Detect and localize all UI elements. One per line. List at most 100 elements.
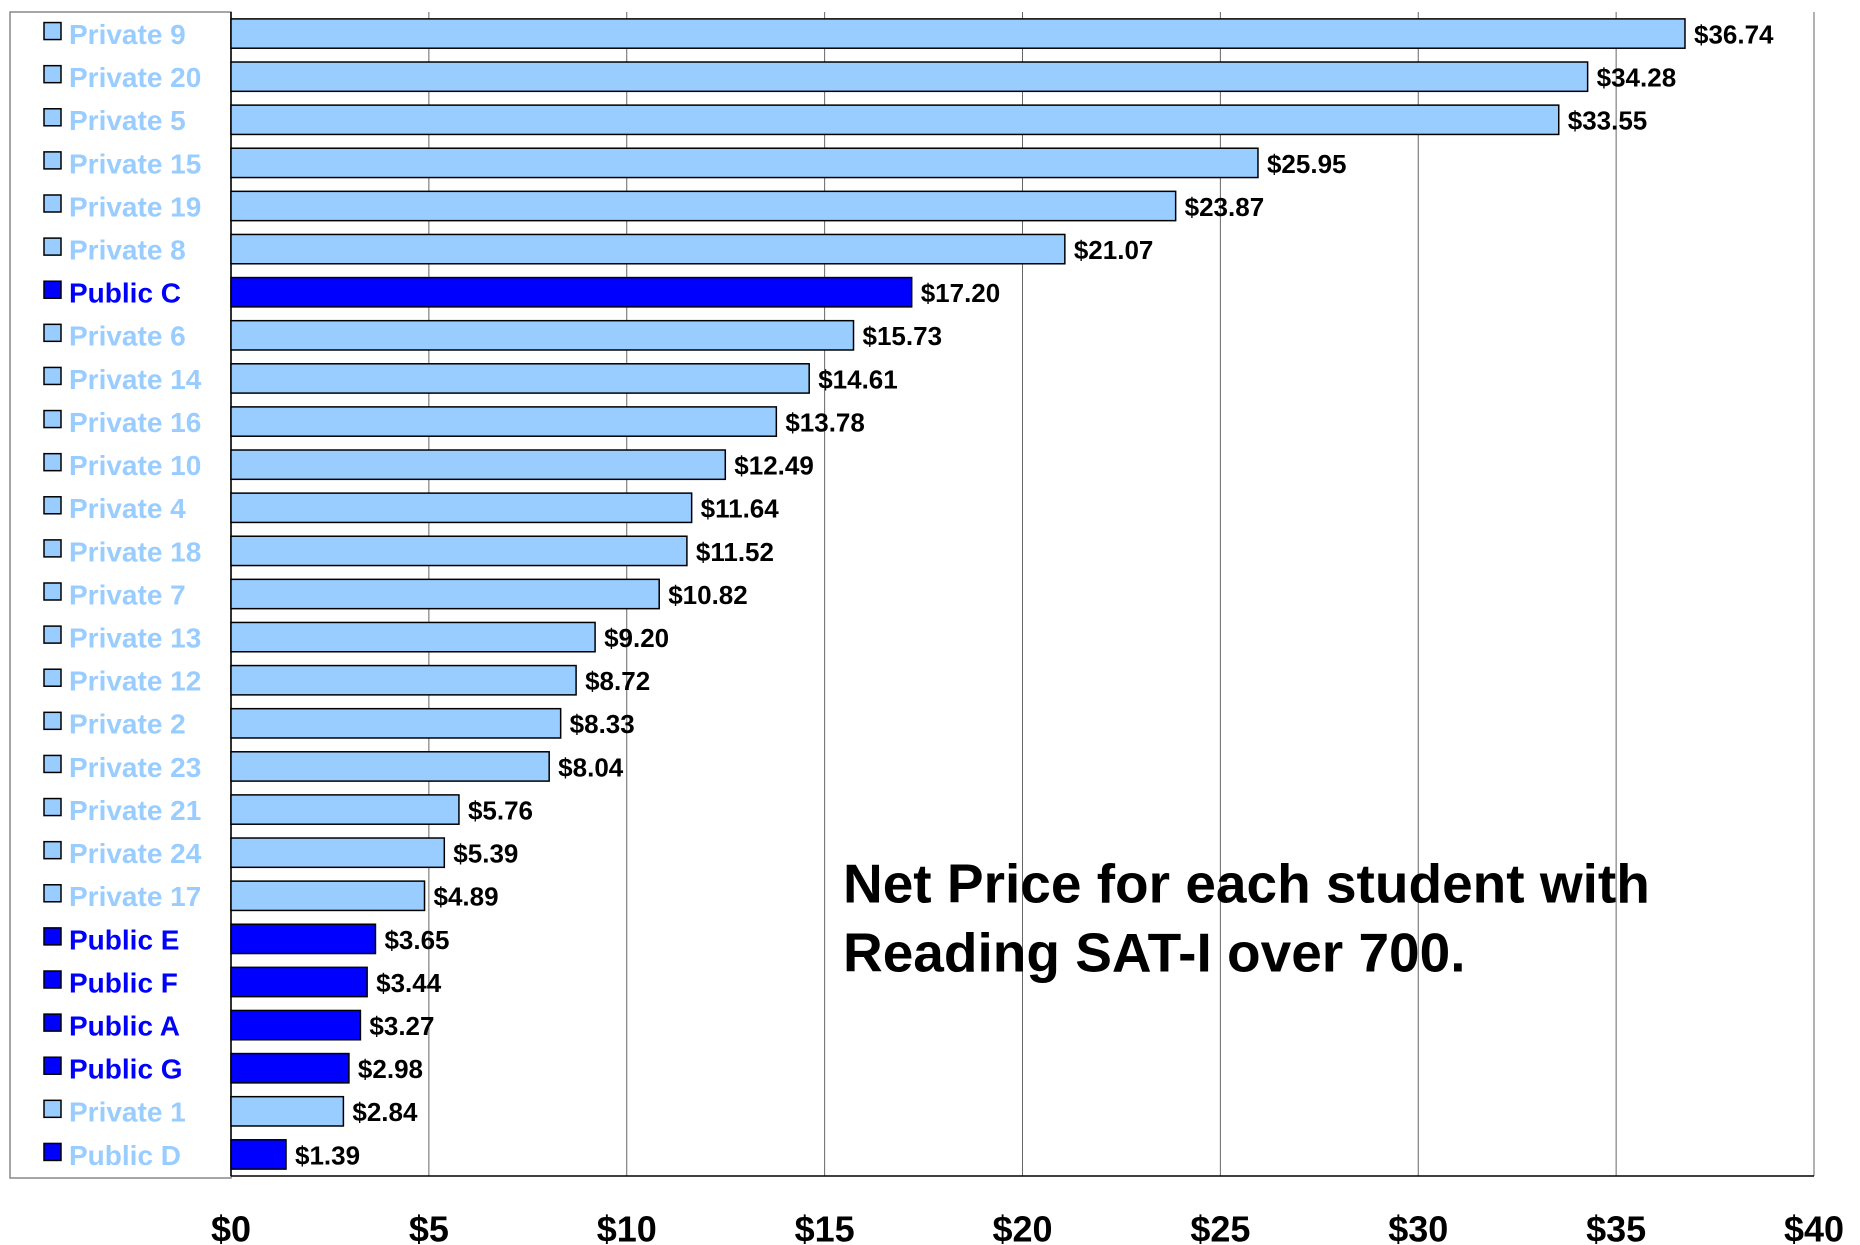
- category-label: Private 1: [69, 1097, 186, 1128]
- x-tick-label: $40: [1784, 1209, 1844, 1245]
- x-tick-label: $35: [1586, 1209, 1646, 1245]
- value-label: $34.28: [1597, 63, 1677, 93]
- category-label: Public C: [69, 278, 181, 309]
- legend-swatch: [43, 237, 62, 256]
- category-label: Private 15: [69, 148, 201, 179]
- bar: [230, 707, 562, 739]
- legend-swatch: [43, 1142, 62, 1162]
- bar: [230, 621, 596, 653]
- bar: [230, 1052, 350, 1084]
- category-label: Private 6: [69, 321, 186, 352]
- legend-swatch: [43, 323, 62, 343]
- legend-swatch: [43, 280, 62, 299]
- legend-swatch: [43, 366, 62, 386]
- value-label: $1.39: [295, 1140, 360, 1170]
- legend-swatch: [43, 625, 62, 644]
- bar: [230, 190, 1177, 222]
- legend-swatch: [43, 1013, 62, 1032]
- legend-swatch: [43, 194, 62, 213]
- legend-swatch: [43, 711, 62, 731]
- bar: [230, 794, 460, 825]
- value-label: $5.76: [468, 795, 533, 825]
- value-label: $8.72: [585, 666, 650, 696]
- value-label: $8.04: [558, 752, 624, 782]
- legend-swatch: [43, 21, 62, 41]
- bar: [230, 363, 810, 394]
- bar: [230, 449, 727, 481]
- x-tick-label: $25: [1190, 1209, 1250, 1245]
- value-label: $12.49: [734, 451, 814, 481]
- legend-swatch: [43, 754, 62, 774]
- bar: [230, 664, 577, 696]
- category-label: Private 4: [69, 493, 186, 524]
- value-label: $11.52: [696, 537, 774, 567]
- category-label: Private 10: [69, 450, 201, 481]
- category-label: Private 24: [69, 838, 202, 869]
- legend-swatch: [43, 452, 62, 472]
- category-label: Private 18: [69, 536, 201, 567]
- category-label: Private 14: [69, 364, 202, 395]
- value-label: $4.89: [434, 882, 499, 912]
- bar: [230, 578, 660, 610]
- bar: [230, 147, 1259, 179]
- bar: [230, 1009, 362, 1041]
- value-label: $5.39: [453, 839, 518, 869]
- bar: [230, 406, 778, 437]
- value-label: $15.73: [863, 321, 943, 351]
- category-label: Private 7: [69, 579, 186, 610]
- value-label: $3.44: [376, 968, 442, 998]
- value-label: $25.95: [1267, 149, 1347, 179]
- value-label: $17.20: [921, 278, 1001, 308]
- x-tick-label: $0: [211, 1209, 251, 1245]
- value-label: $8.33: [570, 709, 635, 739]
- legend-swatch: [43, 797, 62, 817]
- bar: [230, 966, 368, 998]
- legend-swatch: [43, 668, 62, 687]
- value-label: $13.78: [785, 407, 865, 437]
- bar: [230, 880, 426, 912]
- category-label: Private 2: [69, 709, 186, 740]
- value-label: $11.64: [701, 494, 780, 524]
- legend-swatch: [43, 108, 62, 127]
- bar: [230, 535, 688, 567]
- category-label: Private 20: [69, 62, 201, 93]
- bar: [230, 837, 446, 869]
- value-label: $33.55: [1568, 106, 1648, 136]
- value-label: $36.74: [1694, 19, 1774, 49]
- category-label: Private 8: [69, 235, 186, 266]
- legend-swatch: [43, 1099, 62, 1119]
- x-tick-label: $15: [795, 1209, 855, 1245]
- x-tick-label: $20: [992, 1209, 1052, 1245]
- bar: [230, 923, 377, 955]
- legend-swatch: [43, 64, 62, 84]
- legend-swatch: [43, 927, 62, 946]
- bar: [230, 18, 1686, 49]
- value-label: $3.65: [384, 925, 449, 955]
- x-tick-label: $5: [409, 1209, 449, 1245]
- category-label: Private 13: [69, 623, 201, 654]
- x-tick-label: $30: [1388, 1209, 1448, 1245]
- category-label: Public E: [69, 924, 179, 955]
- category-label: Private 12: [69, 666, 201, 697]
- value-label: $9.20: [604, 623, 669, 653]
- bar: [230, 104, 1560, 136]
- legend-swatch: [43, 1056, 62, 1075]
- value-label: $14.61: [818, 364, 898, 394]
- category-label: Private 17: [69, 881, 201, 912]
- value-label: $3.27: [369, 1011, 434, 1041]
- legend-swatch: [43, 539, 62, 558]
- legend-swatch: [43, 582, 62, 601]
- annotation: Net Price for each student with: [843, 853, 1650, 915]
- category-label: Public F: [69, 967, 178, 998]
- category-label: Private 23: [69, 752, 201, 783]
- legend-swatch: [43, 840, 62, 860]
- category-label: Private 21: [69, 795, 201, 826]
- legend-swatch: [43, 496, 62, 515]
- category-label: Public G: [69, 1054, 183, 1085]
- bar: [230, 233, 1066, 265]
- category-label: Public D: [69, 1140, 181, 1171]
- value-label: $2.84: [352, 1097, 418, 1127]
- category-label: Private 16: [69, 407, 201, 438]
